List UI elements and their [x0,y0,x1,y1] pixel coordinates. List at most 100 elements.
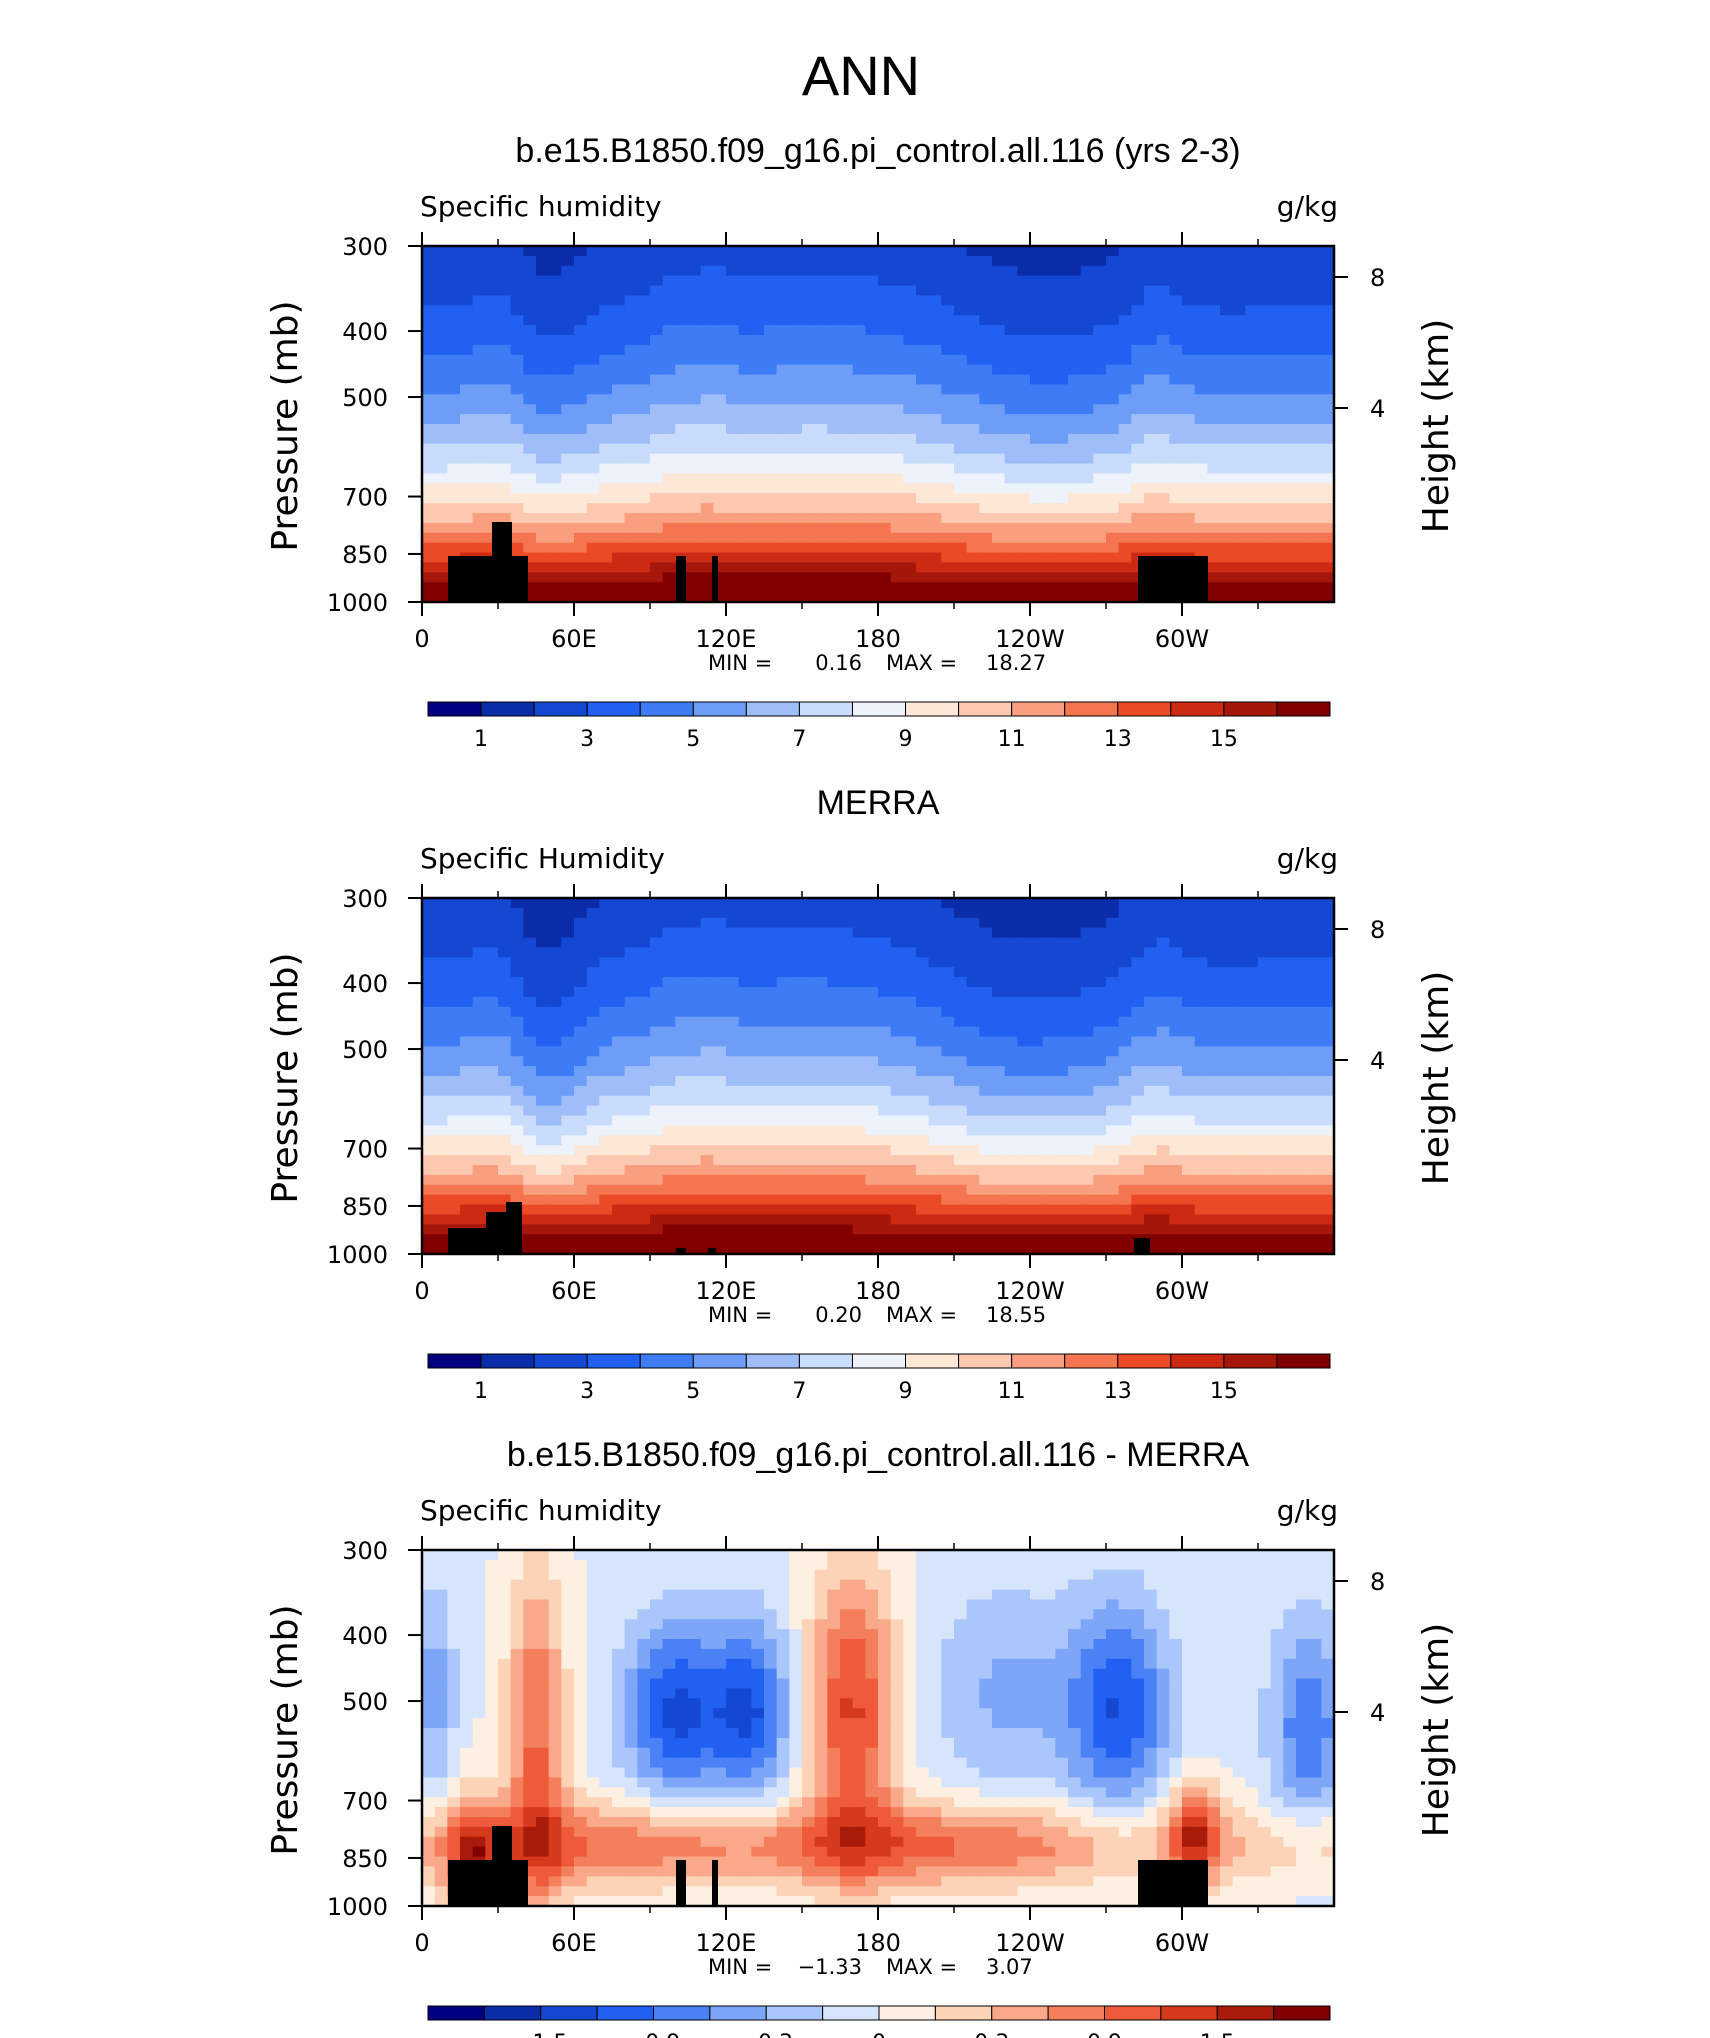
figure-title: ANN [802,44,920,107]
heatmap-cell [662,443,676,455]
heatmap-cell [966,1194,980,1206]
heatmap-cell [574,394,588,405]
heatmap-cell [1245,255,1259,267]
heatmap-cell [688,1145,702,1156]
heatmap-cell [776,1006,790,1018]
heatmap-cell [827,542,841,554]
heatmap-cell [966,917,980,929]
colorbar-label: 11 [998,727,1026,752]
heatmap-cell [422,1165,436,1176]
heatmap-cell [523,532,537,544]
heatmap-cell [1093,265,1107,277]
heatmap-cell [1093,1095,1107,1107]
heatmap-cell [1118,1036,1132,1047]
heatmap-cell [1004,947,1018,958]
heatmap-cell [890,364,904,376]
heatmap-cell [1055,1046,1069,1057]
heatmap-cell [624,275,638,287]
heatmap-cell [422,335,436,346]
heatmap-cell [1030,927,1044,939]
heatmap-cell [751,907,765,919]
heatmap-cell [1093,463,1107,475]
heatmap-cell [662,463,676,475]
heatmap-cell [966,414,980,425]
heatmap-cell [738,562,752,573]
heatmap-cell [1245,394,1259,405]
heatmap-cell [548,1165,562,1176]
heatmap-cell [1156,996,1170,1008]
heatmap-cell [992,335,1006,346]
heatmap-cell [586,592,600,603]
heatmap-cell [966,374,980,386]
heatmap-cell [1144,275,1158,287]
heatmap-cell [852,483,866,494]
heatmap-cell [700,552,714,564]
heatmap-cell [536,1036,550,1047]
heatmap-cell [472,394,486,405]
heatmap-cell [510,414,524,425]
heatmap-cell [1245,384,1259,395]
heatmap-cell [992,1165,1006,1176]
heatmap-cell [1080,493,1094,504]
heatmap-cell [1245,503,1259,514]
heatmap-cell [688,1174,702,1186]
heatmap-cell [979,1224,993,1235]
heatmap-cell [954,483,968,494]
heatmap-cell [878,1066,892,1077]
heatmap-cell [1321,295,1335,306]
heatmap-cell [1296,414,1310,425]
heatmap-cell [928,977,942,988]
heatmap-cell [612,592,626,603]
heatmap-cell [865,295,879,306]
heatmap-cell [814,967,828,978]
heatmap-cell [561,977,575,988]
heatmap-cell [574,1066,588,1077]
heatmap-cell [574,1224,588,1235]
heatmap-cell [447,1056,461,1067]
heatmap-cell [1080,1135,1094,1146]
heatmap-cell [941,1165,955,1176]
heatmap-cell [890,1046,904,1057]
heatmap-cell [510,1076,524,1087]
heatmap-cell [1258,424,1272,435]
heatmap-cell [1093,572,1107,583]
heatmap-cell [523,907,537,919]
heatmap-cell [1207,404,1221,415]
heatmap-cell [802,927,816,939]
heatmap-cell [713,1145,727,1156]
heatmap-cell [1004,285,1018,297]
heatmap-cell [688,1204,702,1216]
heatmap-cell [992,275,1006,287]
heatmap-cell [1068,1135,1082,1146]
heatmap-cell [1182,364,1196,376]
heatmap-cell [700,1135,714,1146]
heatmap-cell [624,1145,638,1156]
x-tick-label: 0 [414,625,429,653]
heatmap-cell [941,285,955,297]
heatmap-cell [422,987,436,998]
heatmap-cell [992,354,1006,366]
heatmap-cell [1296,542,1310,554]
heatmap-cell [764,1036,778,1047]
heatmap-cell [1131,1066,1145,1077]
heatmap-cell [738,1066,752,1077]
colorbar-box [1276,701,1331,717]
heatmap-cell [1182,898,1196,909]
heatmap-cell [1068,1155,1082,1166]
heatmap-cell [662,275,676,287]
heatmap-cell [865,917,879,929]
heatmap-cell [814,424,828,435]
heatmap-cell [814,542,828,554]
heatmap-cell [928,1194,942,1206]
heatmap-cell [624,443,638,455]
heatmap-cell [472,483,486,494]
heatmap-cell [776,364,790,376]
y-tick-label: 400 [342,318,388,346]
heatmap-cell [1296,384,1310,395]
heatmap-cell [1144,522,1158,534]
heatmap-cell [1321,433,1335,445]
heatmap-cell [941,898,955,909]
heatmap-cell [1042,493,1056,504]
heatmap-cell [979,927,993,939]
heatmap-cell [510,996,524,1008]
